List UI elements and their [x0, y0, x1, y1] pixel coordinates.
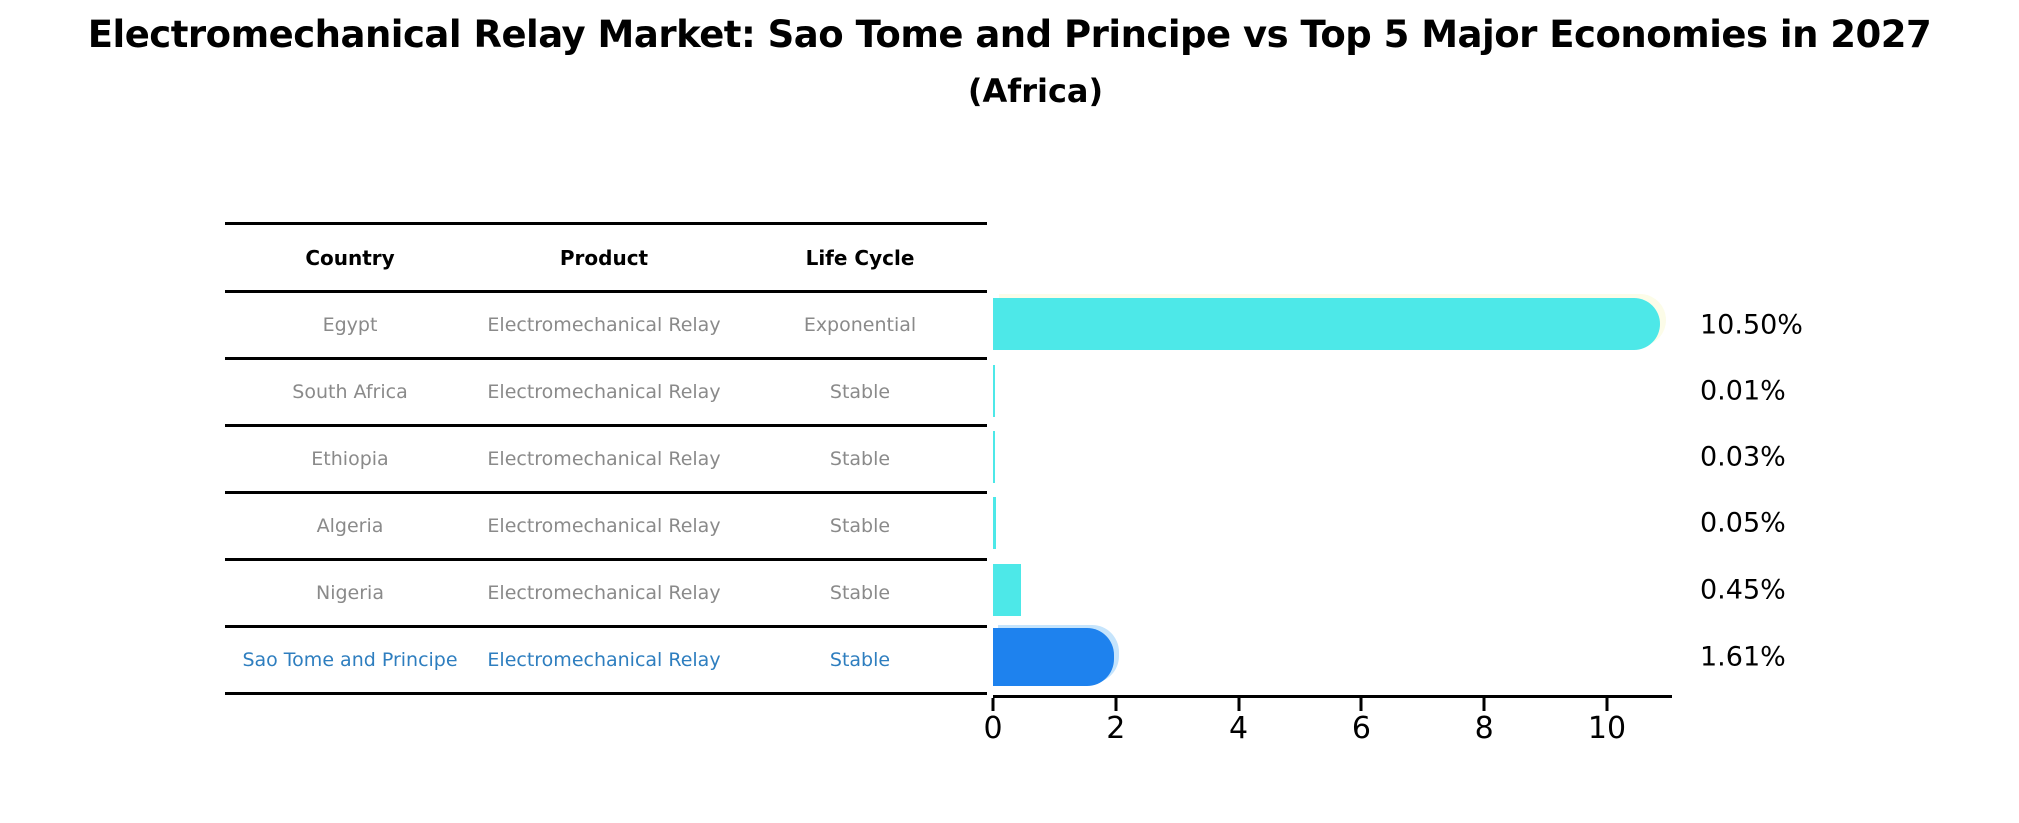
bar-sao-tome-and-principe	[993, 628, 1114, 686]
x-axis-tick	[991, 698, 995, 711]
product-cell: Electromechanical Relay	[487, 447, 721, 470]
table-row-ethiopia: Ethiopia Electromechanical Relay Stable	[225, 424, 987, 491]
x-axis-tick	[1114, 698, 1118, 711]
life-cycle-cell: Stable	[829, 514, 891, 537]
country-cell: Ethiopia	[311, 447, 389, 470]
chart-title: Electromechanical Relay Market: Sao Tome…	[87, 13, 1932, 56]
life-cycle-cell: Stable	[829, 581, 891, 604]
product-cell: Electromechanical Relay	[487, 313, 721, 336]
value-label-egypt: 10.50%	[1700, 309, 1803, 341]
value-label-sao-tome-and-principe: 1.61%	[1700, 641, 1786, 673]
x-axis-tick	[1605, 698, 1609, 711]
country-cell: Egypt	[322, 313, 378, 336]
table-row-south-africa: South Africa Electromechanical Relay Sta…	[225, 357, 987, 424]
product-cell: Electromechanical Relay	[487, 648, 721, 671]
x-axis-tick	[1482, 698, 1486, 711]
x-axis-tick-label: 10	[1587, 711, 1627, 746]
comparison-table: Country Product Life Cycle Egypt Electro…	[225, 222, 987, 695]
x-axis-line	[993, 695, 1672, 698]
life-cycle-cell: Stable	[829, 380, 891, 403]
x-axis-tick	[1359, 698, 1363, 711]
life-cycle-cell: Exponential	[803, 313, 917, 336]
product-cell: Electromechanical Relay	[487, 514, 721, 537]
bar-algeria	[993, 497, 997, 549]
value-label-ethiopia: 0.03%	[1700, 441, 1786, 473]
column-header-life-cycle: Life Cycle	[805, 245, 915, 270]
value-label-south-africa: 0.01%	[1700, 375, 1786, 407]
bar-ethiopia	[993, 431, 995, 483]
table-row-sao-tome-and-principe: Sao Tome and Principe Electromechanical …	[225, 625, 987, 695]
table-row-egypt: Egypt Electromechanical Relay Exponentia…	[225, 290, 987, 357]
country-cell: Nigeria	[316, 581, 384, 604]
country-cell: Sao Tome and Principe	[242, 648, 458, 671]
country-cell: South Africa	[292, 380, 408, 403]
x-axis-tick-label: 2	[1106, 711, 1126, 746]
life-cycle-cell: Stable	[829, 447, 891, 470]
country-cell: Algeria	[316, 514, 384, 537]
product-cell: Electromechanical Relay	[487, 581, 721, 604]
column-header-product: Product	[559, 245, 649, 270]
bar-nigeria	[993, 564, 1021, 616]
value-label-algeria: 0.05%	[1700, 507, 1786, 539]
x-axis-tick-label: 0	[983, 711, 1003, 746]
bar-egypt	[993, 298, 1660, 350]
chart-subtitle: (Africa)	[967, 72, 1104, 110]
product-cell: Electromechanical Relay	[487, 380, 721, 403]
x-axis-tick	[1237, 698, 1241, 711]
table-row-algeria: Algeria Electromechanical Relay Stable	[225, 491, 987, 558]
x-axis-tick-label: 8	[1474, 711, 1494, 746]
x-axis-tick-label: 4	[1229, 711, 1249, 746]
table-header-row: Country Product Life Cycle	[225, 222, 987, 290]
x-axis-tick-label: 6	[1351, 711, 1371, 746]
value-label-nigeria: 0.45%	[1700, 574, 1786, 606]
column-header-country: Country	[305, 245, 395, 270]
life-cycle-cell: Stable	[829, 648, 891, 671]
bar-south-africa	[993, 365, 995, 417]
table-row-nigeria: Nigeria Electromechanical Relay Stable	[225, 558, 987, 625]
